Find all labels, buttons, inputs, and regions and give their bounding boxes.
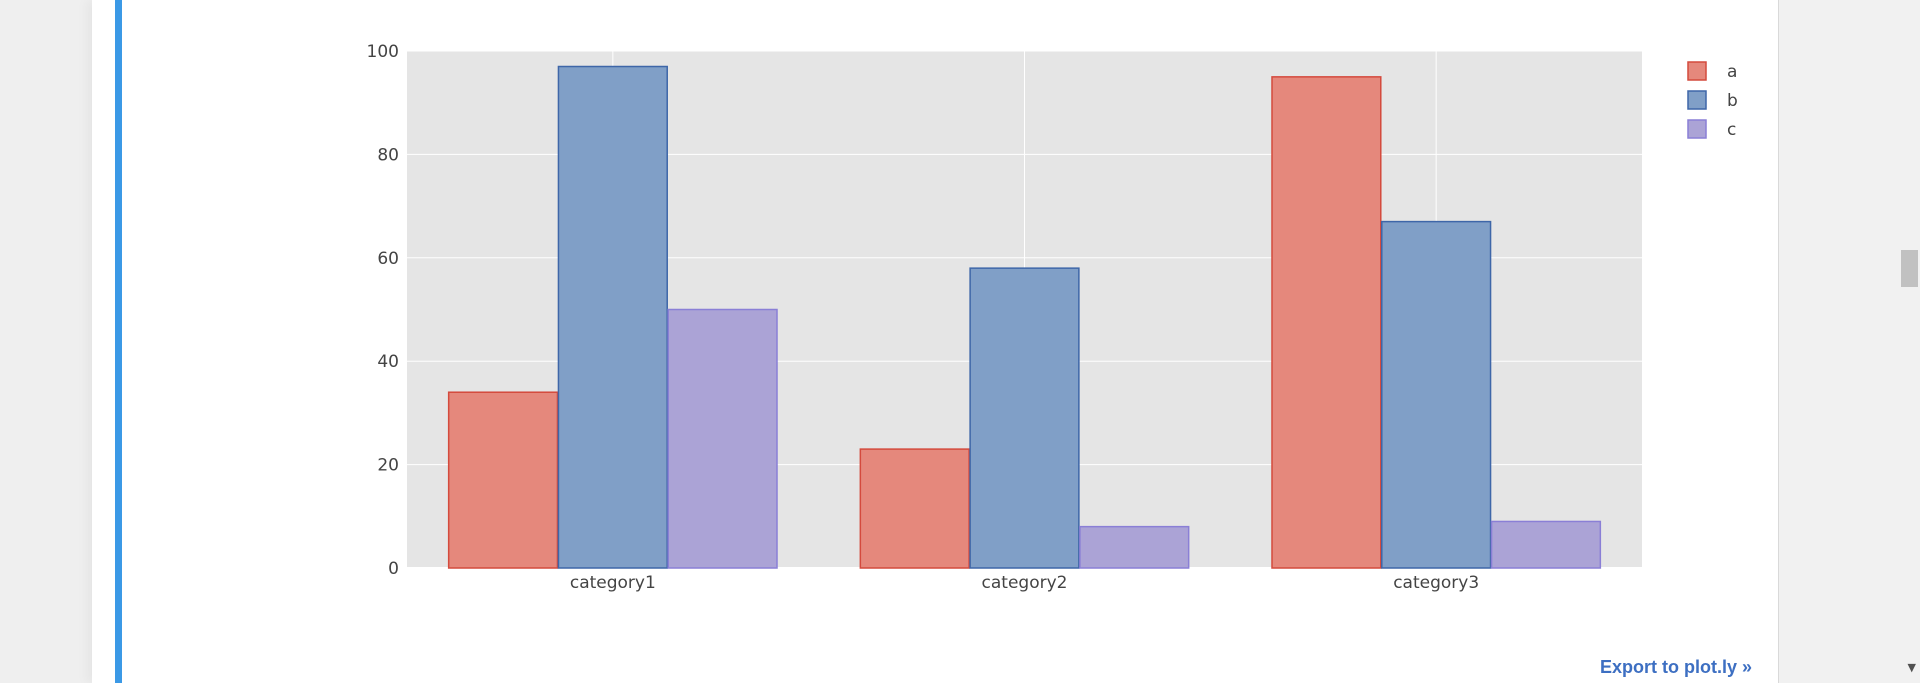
- legend-swatch-a[interactable]: [1687, 61, 1707, 81]
- y-tick-label: 100: [367, 42, 399, 62]
- bar-a-category2[interactable]: [859, 448, 970, 569]
- bar-a-category1[interactable]: [447, 391, 559, 569]
- x-tick-label: category2: [982, 573, 1068, 593]
- x-tick-label: category3: [1393, 573, 1479, 593]
- legend-swatch-b[interactable]: [1687, 90, 1707, 110]
- bar-b-category2[interactable]: [969, 267, 1080, 569]
- y-tick-label: 80: [377, 145, 399, 165]
- bar-c-category3[interactable]: [1490, 520, 1602, 569]
- bars: [447, 65, 1602, 569]
- y-tick-label: 20: [377, 456, 399, 476]
- bar-b-category1[interactable]: [557, 65, 668, 569]
- legend-label-c[interactable]: c: [1727, 120, 1736, 140]
- cell-accent-bar: [115, 0, 122, 683]
- legend-label-b[interactable]: b: [1727, 91, 1738, 111]
- bar-c-category2[interactable]: [1079, 525, 1190, 569]
- legend-swatch-c[interactable]: [1687, 119, 1707, 139]
- scroll-down-icon[interactable]: ▼: [1907, 661, 1916, 674]
- y-tick-label: 40: [377, 352, 399, 372]
- bar-c-category1[interactable]: [667, 308, 778, 569]
- bar-a-category3[interactable]: [1271, 76, 1382, 569]
- scrollbar-thumb[interactable]: [1901, 250, 1918, 287]
- bar-b-category3[interactable]: [1381, 220, 1492, 569]
- y-tick-label: 60: [377, 249, 399, 269]
- x-tick-label: category1: [570, 573, 656, 593]
- scrollbar[interactable]: ▼: [1901, 0, 1920, 683]
- axes: 0 20 40 60 80 100 category1 category2 category3: [367, 42, 1480, 593]
- legend[interactable]: abc: [1687, 61, 1738, 140]
- export-to-plotly-link[interactable]: Export to plot.ly »: [1599, 657, 1752, 677]
- y-tick-label: 0: [388, 559, 399, 579]
- legend-label-a[interactable]: a: [1727, 62, 1737, 82]
- right-gutter: [1779, 0, 1901, 683]
